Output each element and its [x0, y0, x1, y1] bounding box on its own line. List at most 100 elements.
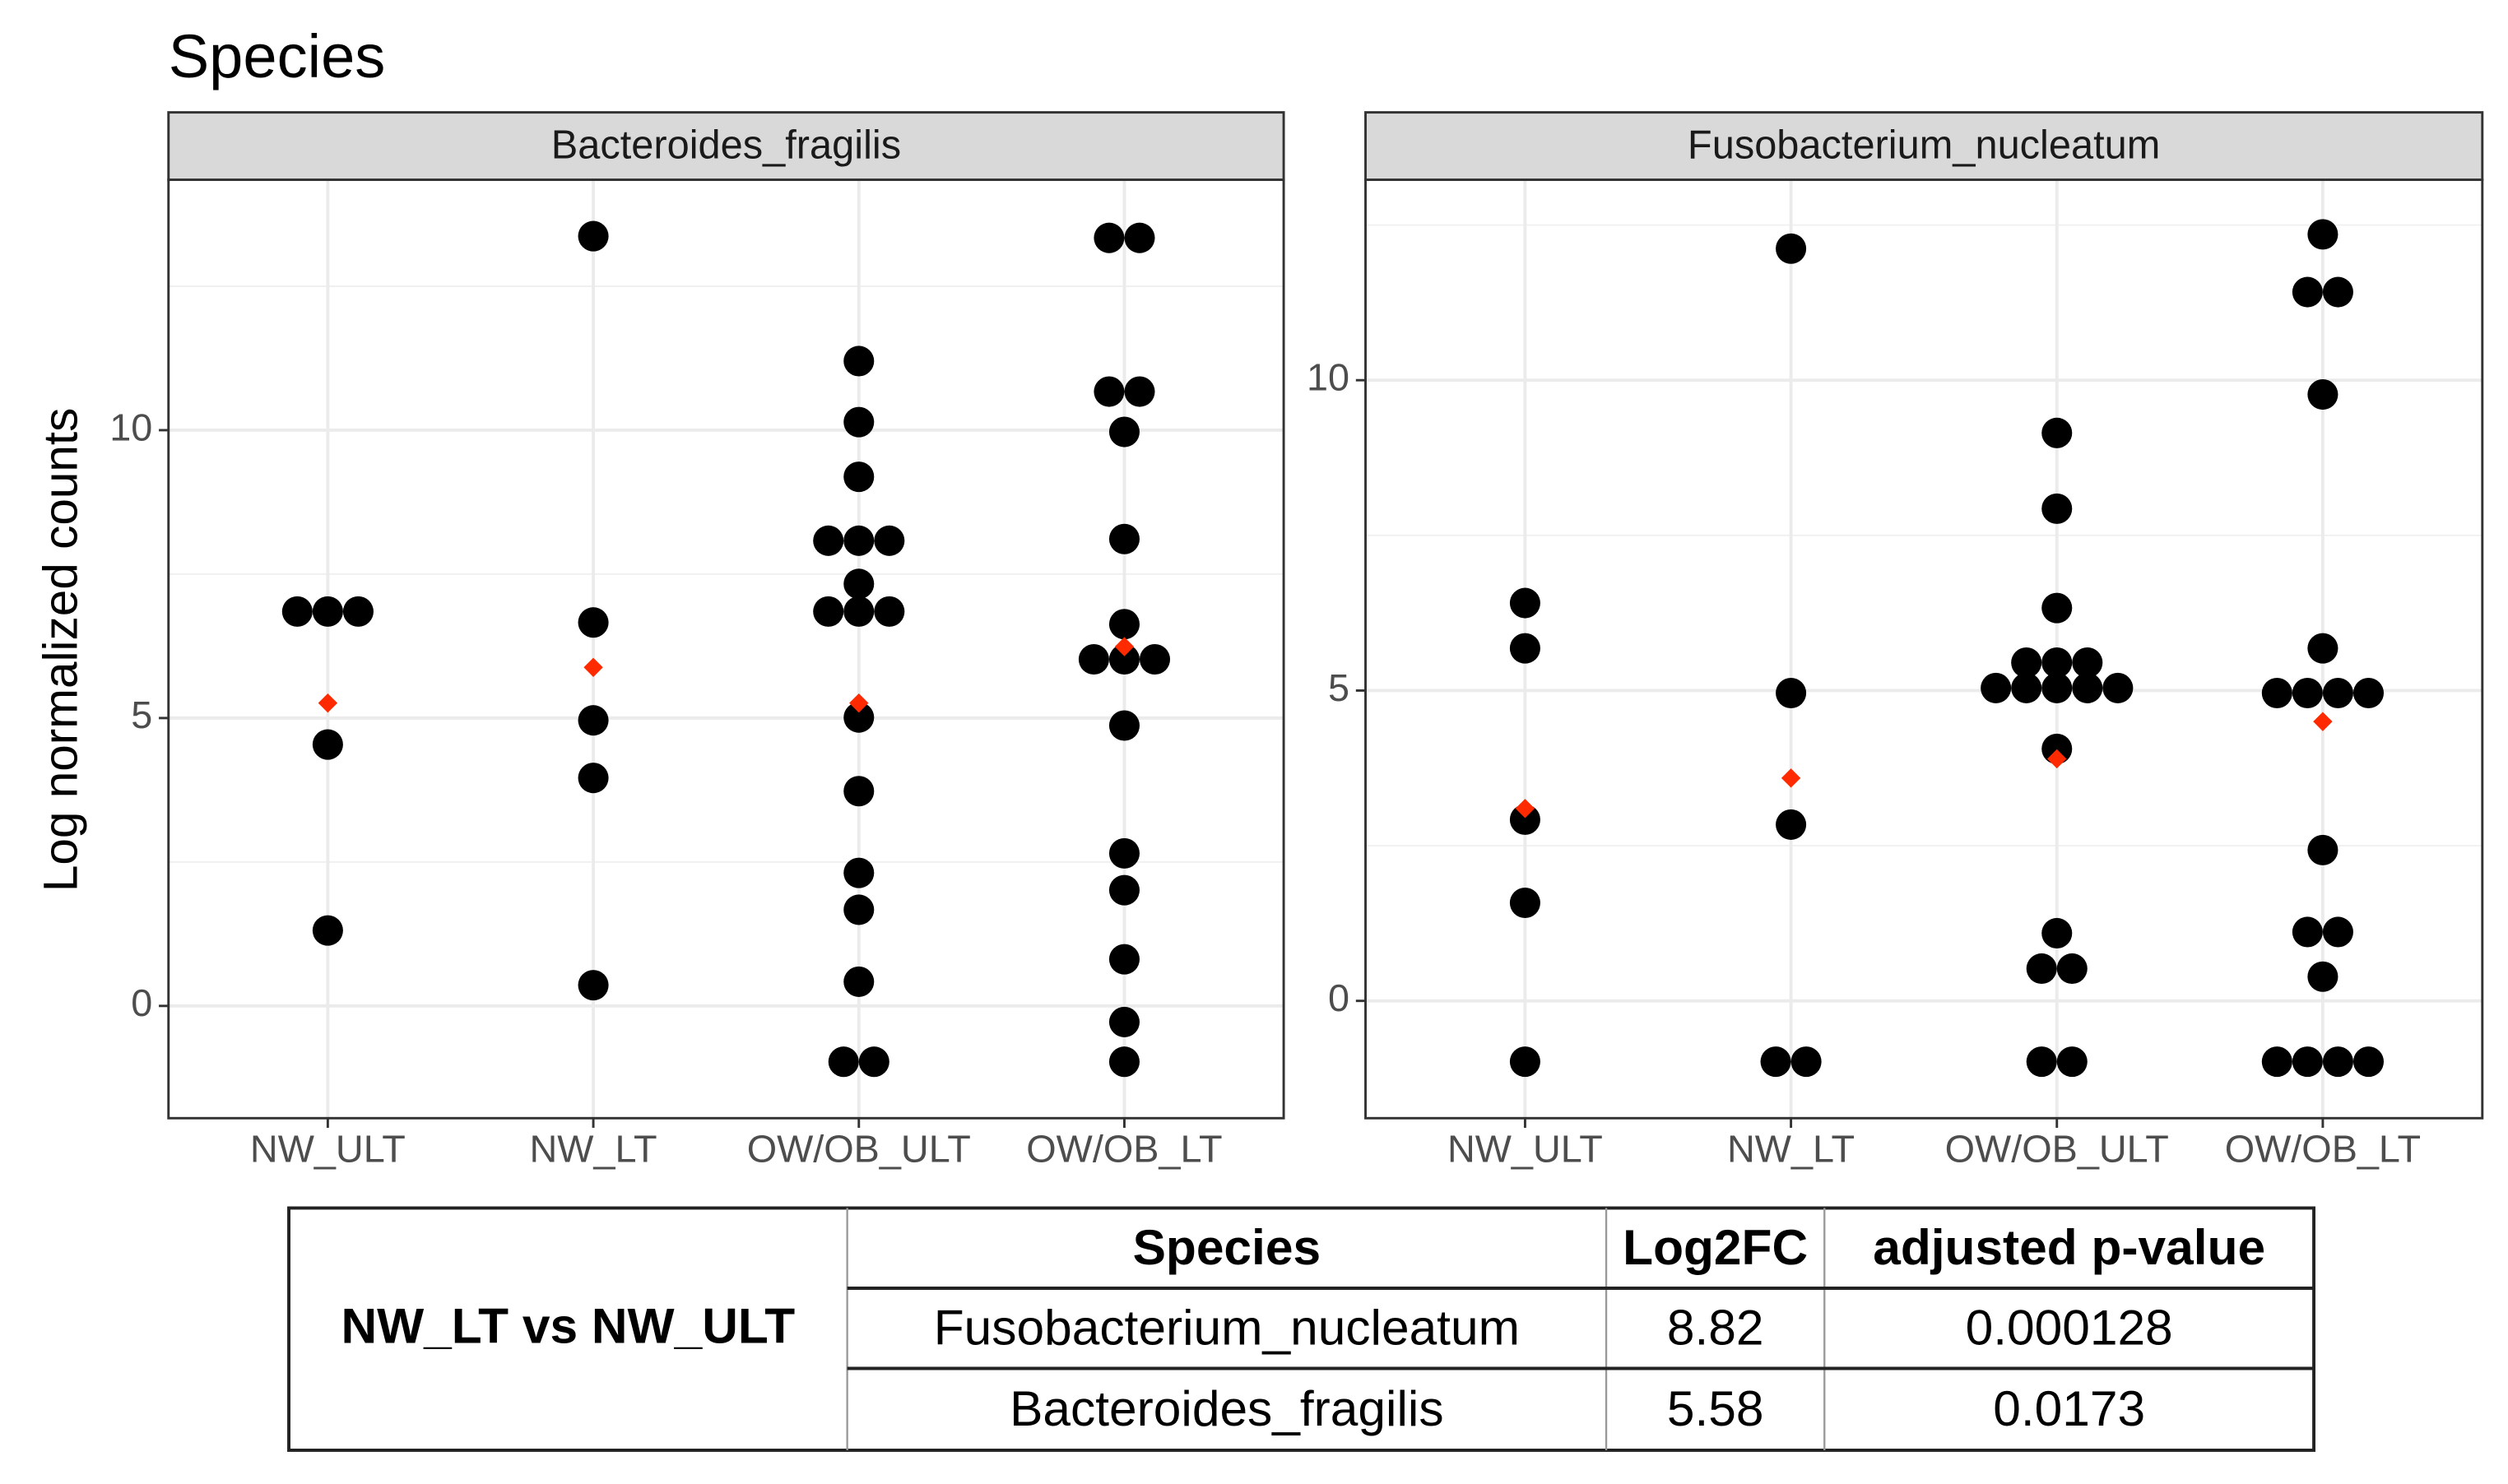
y-tick-label: 0 [131, 981, 152, 1024]
data-point [2011, 647, 2042, 679]
data-point [1509, 887, 1540, 919]
panel-background [1365, 179, 2482, 1119]
data-point [2322, 1046, 2353, 1078]
data-point [1776, 233, 1807, 264]
data-point [1124, 376, 1155, 407]
strip [1364, 111, 2484, 181]
data-point [2307, 219, 2338, 250]
x-tick-label: NW_LT [1727, 1128, 1855, 1171]
data-point [578, 705, 609, 736]
data-point [1078, 643, 1109, 675]
data-point [1108, 523, 1140, 554]
data-point [2307, 633, 2338, 664]
y-axis-label: Log normalized counts [34, 408, 87, 893]
data-point [2041, 417, 2073, 448]
data-point [2322, 916, 2353, 948]
table-header: Species [1133, 1219, 1321, 1275]
data-point [2072, 647, 2103, 679]
data-point [1509, 804, 1540, 835]
data-point [312, 915, 343, 946]
mean-marker [1114, 637, 1135, 656]
data-point [2041, 647, 2073, 679]
x-tick-label: OW/OB_LT [1026, 1128, 1222, 1171]
data-point [578, 970, 609, 1001]
data-point [2261, 677, 2292, 708]
data-point [2041, 592, 2073, 624]
data-point [2102, 672, 2134, 703]
data-point [858, 1046, 889, 1078]
data-point [843, 966, 875, 997]
data-point [2041, 917, 2073, 948]
x-tick-label: OW/OB_ULT [1945, 1128, 2169, 1171]
data-point [578, 763, 609, 794]
mean-marker [2313, 712, 2333, 731]
data-point [843, 857, 875, 888]
data-point [2307, 961, 2338, 992]
data-point [1108, 416, 1140, 448]
data-point [1760, 1046, 1791, 1078]
data-point [1108, 837, 1140, 869]
x-tick-label: NW_ULT [250, 1128, 406, 1171]
data-point [1981, 672, 2012, 703]
data-point [578, 220, 609, 252]
table-cell: Fusobacterium_nucleatum [934, 1300, 1520, 1356]
data-point [2292, 677, 2323, 708]
data-point [2056, 1046, 2088, 1078]
data-point [2292, 276, 2323, 308]
table-cell: 0.000128 [1966, 1300, 2173, 1356]
table-header: Log2FC [1623, 1219, 1808, 1275]
data-point [2041, 733, 2073, 764]
data-point [1509, 1046, 1540, 1078]
data-point [843, 776, 875, 807]
data-point [1776, 677, 1807, 708]
data-point [578, 607, 609, 638]
y-tick-label: 5 [131, 693, 152, 736]
data-point [843, 596, 875, 627]
strip-label: Fusobacterium_nucleatum [1688, 123, 2160, 167]
data-point [813, 525, 844, 556]
data-point [2292, 916, 2323, 948]
figure-title: Species [169, 22, 386, 90]
mean-marker [2047, 749, 2067, 769]
data-point [2011, 672, 2042, 703]
data-point [2041, 493, 2073, 524]
table-group-label: NW_LT vs NW_ULT [341, 1298, 795, 1354]
data-point [2261, 1046, 2292, 1078]
data-point [312, 596, 343, 627]
data-point [1094, 222, 1125, 253]
data-point [2026, 1046, 2057, 1078]
data-point [843, 461, 875, 493]
strip-label: Bacteroides_fragilis [551, 123, 901, 167]
data-point [1509, 587, 1540, 619]
x-tick-label: OW/OB_ULT [747, 1128, 971, 1171]
data-point [2041, 672, 2073, 703]
table-cell: Bacteroides_fragilis [1010, 1380, 1443, 1436]
data-point [1108, 1006, 1140, 1037]
data-point [2072, 672, 2103, 703]
data-point [2026, 953, 2057, 984]
data-point [1108, 874, 1140, 906]
table-border [287, 1206, 2315, 1452]
data-point [828, 1046, 859, 1078]
y-tick-label: 5 [1328, 666, 1349, 709]
mean-marker [318, 693, 338, 713]
data-point [843, 702, 875, 733]
mean-marker [1781, 768, 1801, 788]
data-point [2322, 677, 2353, 708]
data-point [342, 596, 374, 627]
x-tick-label: NW_LT [530, 1128, 657, 1171]
table-cell: 5.58 [1667, 1380, 1764, 1436]
data-point [2292, 1046, 2323, 1078]
data-point [1094, 376, 1125, 407]
data-point [2307, 834, 2338, 865]
data-point [2322, 276, 2353, 308]
data-point [843, 406, 875, 438]
data-point [1108, 710, 1140, 741]
data-point [1108, 944, 1140, 975]
data-point [874, 525, 905, 556]
strip [167, 111, 1285, 181]
data-point [2352, 677, 2385, 708]
data-point [1108, 643, 1140, 675]
data-point [1509, 633, 1540, 664]
